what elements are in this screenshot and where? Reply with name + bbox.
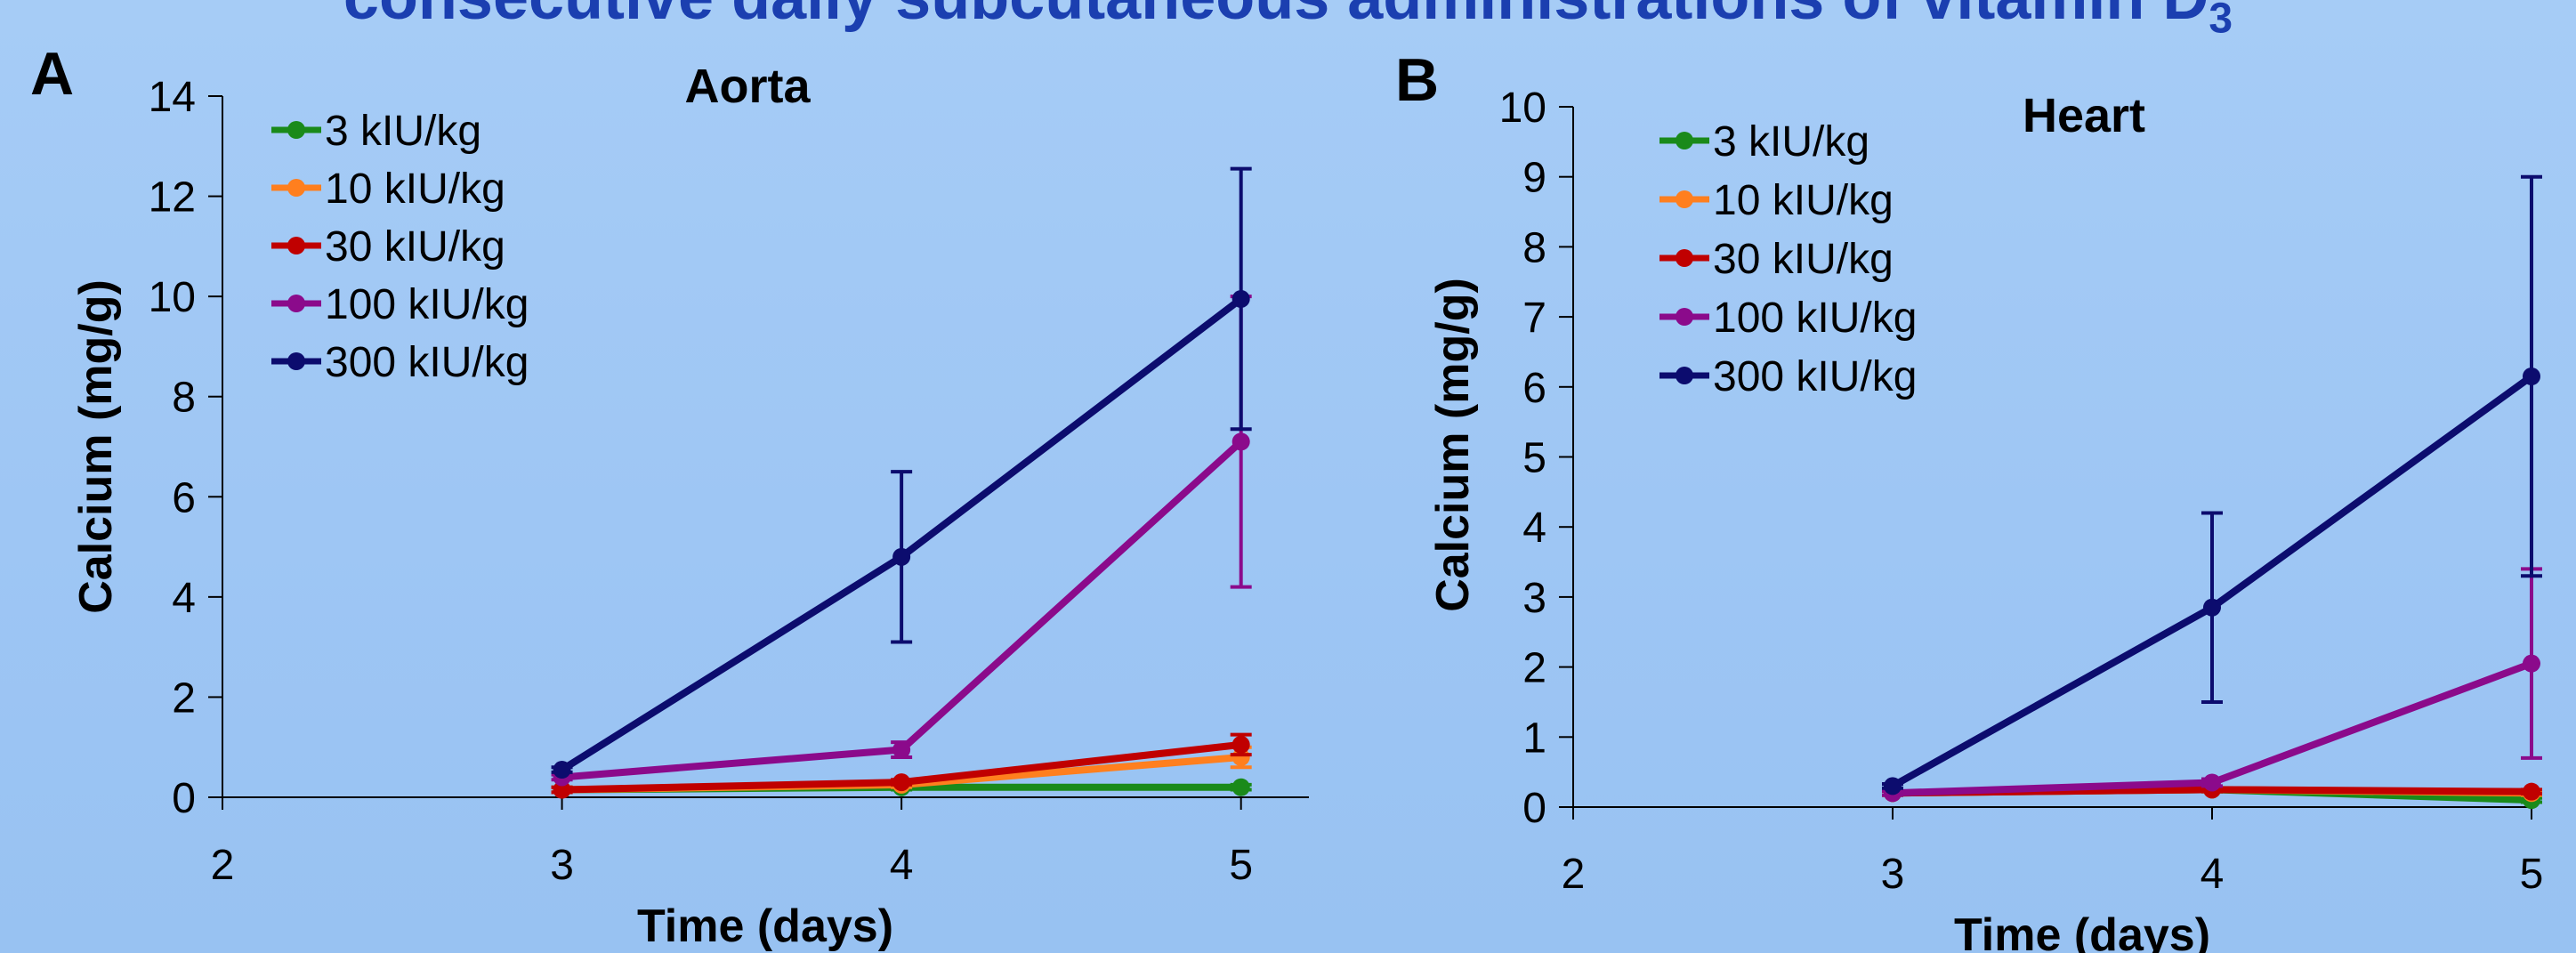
legend-item: 100 kIU/kg — [1659, 295, 1917, 342]
data-point — [892, 773, 911, 792]
legend: 3 kIU/kg 10 kIU/kg 30 kIU/kg 100 kIU/kg 300 … — [1659, 118, 1917, 400]
series-300-kiu-kg — [1882, 174, 2542, 796]
y-axis-label: Calcium (mg/g) — [70, 279, 122, 614]
legend-swatch-marker — [1676, 190, 1693, 208]
legend-swatch-marker — [1676, 249, 1693, 267]
data-point — [2203, 773, 2221, 792]
y-axis-label: Calcium (mg/g) — [1427, 278, 1479, 612]
legend-label: 300 kIU/kg — [1713, 353, 1917, 400]
y-tick-label: 9 — [1522, 155, 1546, 202]
x-tick-label: 3 — [1881, 851, 1905, 898]
panel-letter: A — [30, 40, 74, 108]
data-point — [1231, 778, 1250, 796]
legend-swatch-marker — [287, 179, 305, 197]
y-tick-label: 2 — [172, 674, 196, 722]
legend-swatch-marker — [287, 295, 305, 312]
x-tick-label: 4 — [2201, 851, 2225, 898]
data-point — [553, 761, 571, 779]
x-tick-label: 3 — [550, 842, 574, 889]
legend-label: 10 kIU/kg — [325, 166, 505, 213]
slide-title: consecutive daily subcutaneous administr… — [0, 0, 2576, 43]
data-point — [1231, 735, 1250, 754]
legend-label: 30 kIU/kg — [325, 223, 505, 271]
x-axis-label: Time (days) — [637, 901, 893, 952]
legend-label: 300 kIU/kg — [325, 339, 529, 386]
series-30-kiu-kg — [551, 732, 1252, 799]
data-point — [2523, 367, 2540, 385]
legend-label: 10 kIU/kg — [1713, 177, 1894, 224]
legend-label: 3 kIU/kg — [1713, 118, 1869, 166]
chart-title: Aorta — [684, 60, 811, 113]
y-tick-label: 8 — [172, 375, 196, 422]
data-point — [1231, 747, 1250, 766]
legend-swatch-marker — [287, 352, 305, 370]
x-tick-label: 2 — [1562, 851, 1586, 898]
legend-swatch-marker — [1676, 308, 1693, 326]
legend-item: 30 kIU/kg — [1659, 236, 1894, 283]
data-point — [1231, 432, 1250, 451]
y-tick-label: 8 — [1522, 224, 1546, 271]
slide-title-subscript: 3 — [2209, 0, 2233, 43]
y-tick-label: 6 — [172, 474, 196, 521]
legend: 3 kIU/kg 10 kIU/kg 30 kIU/kg 100 kIU/kg 300 … — [271, 108, 529, 386]
data-point — [2523, 654, 2540, 673]
y-tick-label: 1 — [1522, 715, 1546, 762]
legend-label: 100 kIU/kg — [325, 281, 529, 328]
legend-item: 30 kIU/kg — [271, 223, 505, 271]
x-tick-label: 2 — [211, 842, 235, 889]
legend-swatch-marker — [1676, 367, 1693, 384]
data-point — [2203, 598, 2221, 617]
y-tick-label: 7 — [1522, 295, 1546, 342]
legend-item: 300 kIU/kg — [1659, 353, 1917, 400]
data-point — [892, 740, 911, 759]
y-tick-label: 4 — [1522, 505, 1546, 552]
series-300-kiu-kg — [551, 166, 1252, 779]
legend-swatch-marker — [287, 237, 305, 254]
y-tick-label: 14 — [149, 74, 196, 121]
legend-swatch-marker — [1676, 132, 1693, 149]
data-point — [2523, 782, 2540, 801]
x-tick-label: 5 — [1229, 842, 1253, 889]
y-tick-label: 12 — [149, 174, 196, 222]
y-tick-label: 3 — [1522, 575, 1546, 622]
heart-chart: 0 1 2 3 4 5 6 7 8 9 10 2 3 4 5 B Heart Calcium (mg/g) Time… — [1395, 46, 2543, 953]
data-point — [892, 547, 911, 566]
y-tick-label: 2 — [1522, 645, 1546, 692]
y-tick-label: 4 — [172, 575, 196, 622]
y-tick-label: 0 — [1522, 785, 1546, 832]
legend-label: 30 kIU/kg — [1713, 236, 1894, 283]
legend-label: 3 kIU/kg — [325, 108, 481, 155]
legend-swatch-marker — [287, 121, 305, 139]
data-point — [1231, 289, 1250, 308]
y-tick-label: 10 — [149, 274, 196, 321]
chart-title: Heart — [2023, 89, 2145, 142]
x-tick-label: 4 — [890, 842, 914, 889]
data-point — [553, 780, 571, 799]
legend-item: 3 kIU/kg — [1659, 118, 1869, 166]
y-tick-label: 6 — [1522, 365, 1546, 412]
legend-label: 100 kIU/kg — [1713, 295, 1917, 342]
legend-item: 100 kIU/kg — [271, 281, 529, 328]
y-tick-label: 5 — [1522, 435, 1546, 482]
legend-item: 10 kIU/kg — [1659, 177, 1894, 224]
y-tick-label: 0 — [172, 775, 196, 822]
legend-item: 300 kIU/kg — [271, 339, 529, 386]
panel-letter: B — [1395, 46, 1439, 114]
data-point — [1884, 777, 1902, 796]
x-axis-label: Time (days) — [1954, 909, 2210, 953]
slide-title-text: consecutive daily subcutaneous administr… — [343, 0, 2209, 33]
y-tick-label: 10 — [1499, 85, 1546, 132]
x-tick-label: 5 — [2520, 851, 2544, 898]
legend-item: 10 kIU/kg — [271, 166, 505, 213]
legend-item: 3 kIU/kg — [271, 108, 481, 155]
